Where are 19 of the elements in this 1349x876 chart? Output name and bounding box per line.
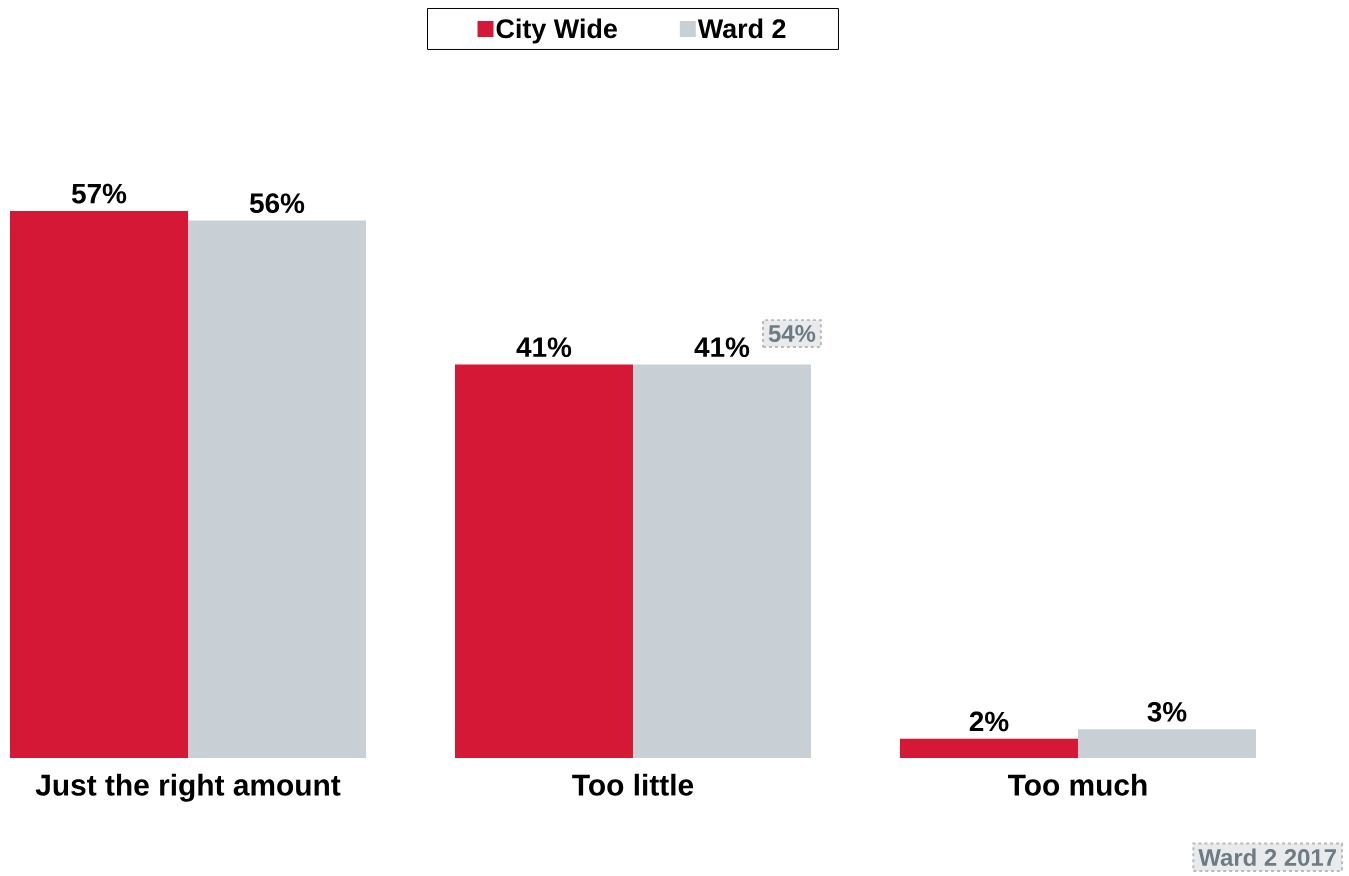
bar <box>632 364 811 758</box>
x-tick-label: Too much <box>1008 773 1147 796</box>
data-label: 3% <box>1147 701 1187 722</box>
bar <box>454 364 633 758</box>
data-label: 57% <box>71 183 127 204</box>
annotation: 54% <box>768 325 816 342</box>
text: Ward 2 2017 <box>1198 848 1336 866</box>
data-label: 41% <box>694 337 750 358</box>
data-label: 2% <box>969 711 1009 732</box>
bar <box>899 738 1078 758</box>
bar <box>188 220 366 758</box>
legend-label: City Wide <box>496 18 617 44</box>
legend-label: Ward 2 <box>697 18 786 39</box>
x-tick-label: Just the right amount <box>35 773 341 802</box>
data-label: 56% <box>249 193 305 214</box>
x-tick-label: Too little <box>572 773 694 796</box>
bar <box>10 211 188 758</box>
bar <box>1077 729 1256 758</box>
data-label: 41% <box>516 337 572 358</box>
